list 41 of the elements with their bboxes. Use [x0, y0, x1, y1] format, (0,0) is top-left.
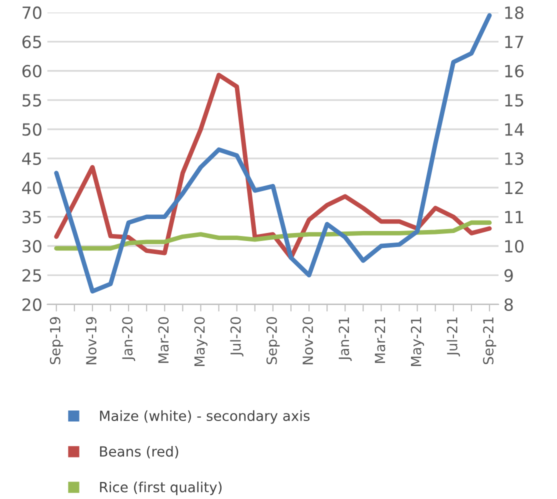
y-tick-label: 70 [22, 6, 42, 20]
x-tick-label: Jul-20 [230, 317, 244, 356]
x-tick-label: Mar-20 [158, 317, 169, 363]
y2-tick-label: 13 [505, 152, 524, 165]
y2-tick-label: 18 [505, 6, 524, 20]
y2-tick-label: 15 [505, 94, 524, 107]
x-tick-label: Sep-20 [266, 317, 280, 364]
y-tick-label: 30 [22, 240, 42, 253]
x-tick-label: May-21 [410, 317, 424, 366]
y2-tick-label: 12 [505, 182, 523, 194]
y-tick-label: 35 [22, 210, 42, 224]
legend-label: Rice (first quality) [100, 482, 222, 496]
y-tick-label: 40 [22, 182, 42, 194]
y2-tick-label: 16 [505, 64, 524, 78]
y-tick-label: 60 [22, 64, 42, 78]
x-tick-label: Sep-21 [483, 317, 496, 364]
line-series [54, 72, 492, 260]
y-tick-label: 65 [22, 36, 42, 48]
y2-tick-label: 10 [505, 240, 524, 253]
y-tick-label: 55 [22, 94, 42, 107]
y2-tick-label: 8 [504, 298, 513, 311]
x-tick-label: Sep-19 [50, 317, 64, 364]
x-tick-label: Jan-20 [122, 317, 136, 362]
y2-tick-label: 9 [504, 269, 513, 282]
x-tick-label: Nov-19 [86, 317, 96, 364]
x-tick-label: Nov-20 [302, 317, 314, 364]
y2-tick-label: 17 [505, 36, 524, 48]
y-tick-label: 20 [22, 298, 42, 311]
x-tick-label: Jan-21 [338, 317, 352, 362]
y-tick-label: 50 [22, 123, 42, 136]
y2-tick-label: 11 [505, 210, 524, 224]
line-series [54, 220, 492, 251]
y-tick-label: 45 [22, 152, 42, 165]
y-tick-label: 25 [22, 269, 42, 282]
legend-label: Maize (white) - secondary axis [100, 410, 310, 424]
x-tick-label: Mar-21 [374, 317, 386, 363]
x-tick-label: Jul-21 [446, 317, 460, 356]
line-series [54, 13, 492, 294]
x-tick-label: May-20 [194, 317, 208, 366]
legend-label: Beans (red) [100, 446, 178, 458]
y2-tick-label: 14 [505, 123, 524, 136]
